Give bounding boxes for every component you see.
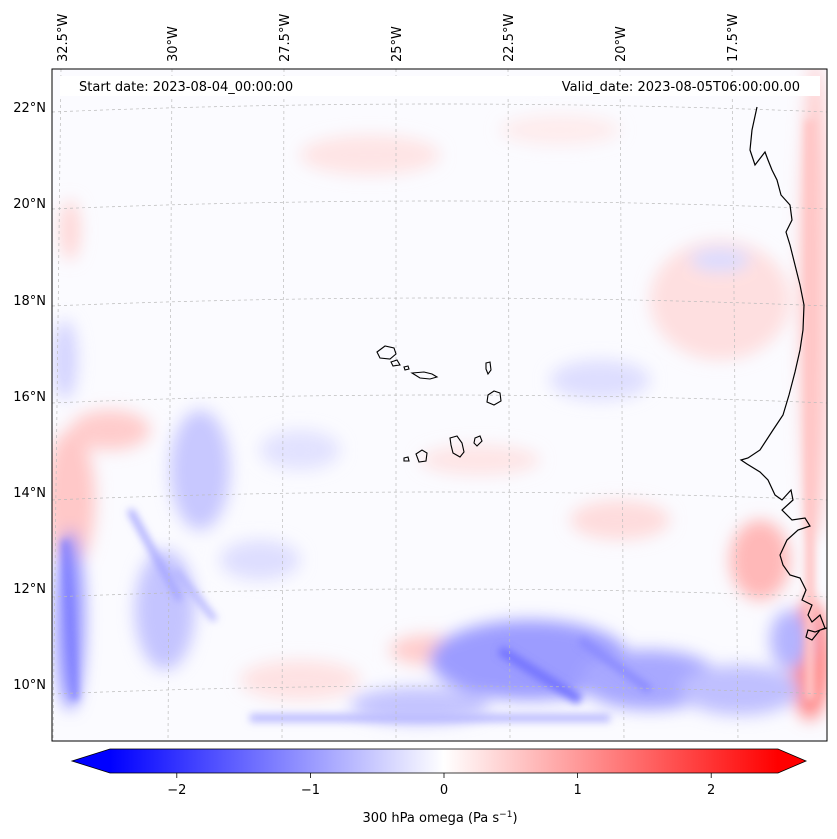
colorbar: −2 −1 0 1 2 300 hPa omega (Pa s−1)	[70, 748, 808, 826]
lat-label-14n: 14°N	[13, 486, 46, 501]
island-brava	[403, 456, 410, 462]
valid-date-label: Valid_date: 2023-08-05T06:00:00.00	[562, 80, 800, 95]
omega-field	[52, 69, 827, 723]
start-date-label: Start date: 2023-08-04_00:00:00	[79, 80, 293, 95]
cape-verde-islands	[376, 345, 502, 463]
colorbar-gradient	[110, 749, 778, 773]
lon-label-25w: 25°W	[390, 26, 405, 62]
lon-label-27-5w: 27.5°W	[278, 14, 293, 62]
map-panel: Start date: 2023-08-04_00:00:00 Valid_da…	[52, 69, 827, 741]
longitude-labels: 32.5°W 30°W 27.5°W 25°W 22.5°W 20°W 17.5…	[56, 14, 741, 62]
date-banner	[60, 76, 820, 96]
lon-label-32-5w: 32.5°W	[56, 14, 71, 62]
island-santa-luzia	[403, 365, 410, 371]
lon-label-22-5w: 22.5°W	[502, 14, 517, 62]
colorbar-tick-label: 1	[573, 783, 581, 798]
colorbar-label: 300 hPa omega (Pa s−1)	[362, 810, 517, 826]
colorbar-outline	[70, 748, 808, 774]
graticule	[52, 69, 827, 741]
colorbar-min-arrow	[72, 749, 110, 773]
island-maio	[473, 435, 483, 447]
lon-label-17-5w: 17.5°W	[726, 14, 741, 62]
map-frame	[51, 68, 828, 742]
island-boa-vista	[486, 390, 502, 406]
lat-label-16n: 16°N	[13, 390, 46, 405]
colorbar-tick-label: 0	[440, 783, 448, 798]
lon-label-20w: 20°W	[614, 26, 629, 62]
island-fogo	[415, 449, 428, 463]
colorbar-tick-label: −1	[301, 783, 320, 798]
latitude-labels: 22°N 20°N 18°N 16°N 14°N 12°N 10°N	[13, 101, 46, 693]
lat-label-20n: 20°N	[13, 197, 46, 212]
colorbar-tick-label: −2	[167, 783, 186, 798]
lat-label-22n: 22°N	[13, 101, 46, 116]
island-santo-antao	[376, 345, 397, 360]
island-sal	[485, 361, 492, 376]
island-sao-nicolau	[410, 371, 439, 380]
lat-label-12n: 12°N	[13, 582, 46, 597]
omega-field-detail	[62, 120, 815, 722]
colorbar-tick-label: 2	[707, 783, 715, 798]
lat-label-10n: 10°N	[13, 678, 46, 693]
island-sao-vicente	[390, 359, 401, 367]
island-santiago	[449, 435, 465, 458]
colorbar-ticks: −2 −1 0 1 2	[167, 773, 715, 798]
lat-label-18n: 18°N	[13, 294, 46, 309]
colorbar-max-arrow	[778, 749, 806, 773]
lon-label-30w: 30°W	[166, 26, 181, 62]
africa-coastline	[739, 106, 827, 641]
